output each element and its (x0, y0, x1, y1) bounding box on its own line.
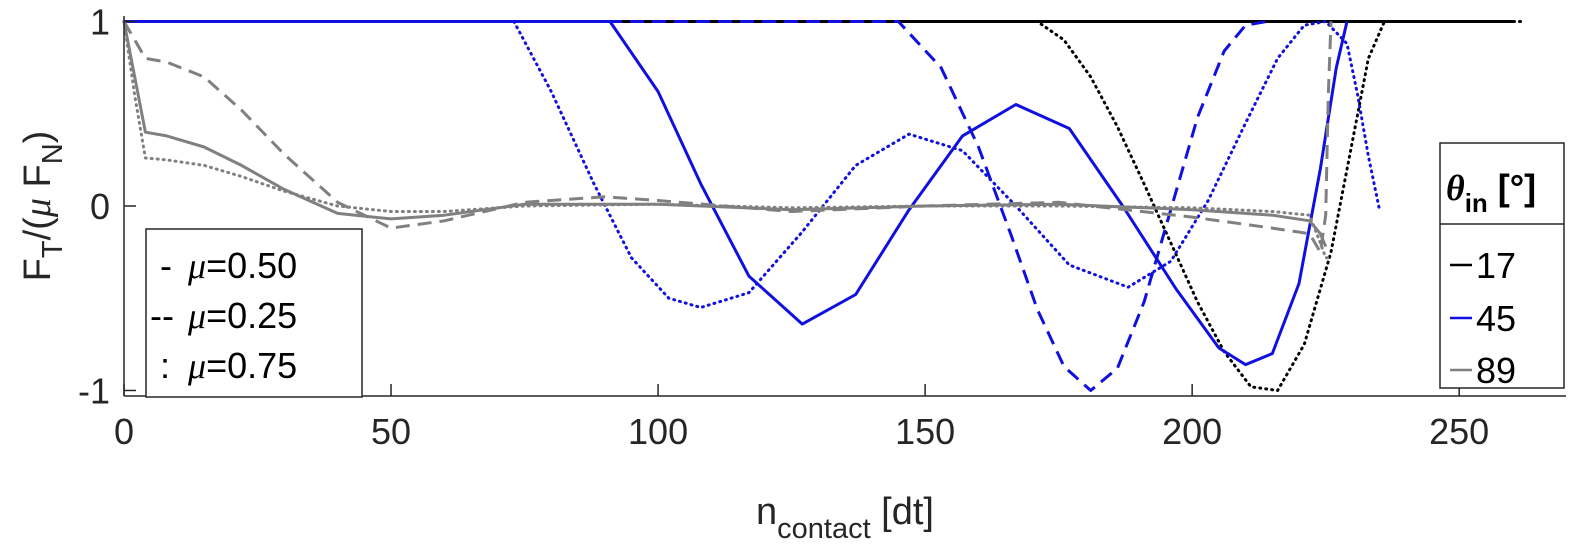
legend-mu: - μ=0.50 -- μ=0.25 : μ=0.75 (145, 228, 363, 398)
legend-mu-box (145, 228, 363, 398)
x-axis-label: ncontact [dt] (756, 491, 934, 545)
legend-mu-entry-3: : μ=0.75 (160, 345, 297, 386)
legend-theta: θin [°] 17 45 89 (1439, 142, 1565, 391)
y-tick-label: -1 (78, 370, 110, 411)
x-tick-label: 0 (114, 411, 134, 452)
y-tick-label: 0 (90, 186, 110, 227)
plot-area (124, 16, 1566, 396)
series-line-theta45-mu0.50 (124, 20, 1349, 367)
x-tick-label: 150 (895, 411, 955, 452)
series-line-theta89-mu0.50 (122, 21, 1328, 248)
series-layer (122, 20, 1525, 392)
series-line-theta45-mu0.25 (124, 20, 1268, 392)
legend-theta-title: θin [°] (1446, 167, 1536, 218)
y-axis-label: FT/(μ FN) (17, 131, 69, 282)
x-tick-label: 100 (628, 411, 688, 452)
tick-layer: 0 50 100 150 200 250-101 (78, 2, 1489, 452)
legend-mu-entry-2: -- μ=0.25 (150, 295, 297, 336)
series-line-theta89-mu0.25 (122, 20, 1333, 254)
y-tick-label: 1 (90, 2, 110, 43)
legend-theta-label-17: 17 (1476, 245, 1516, 286)
x-tick-label: 200 (1162, 411, 1222, 452)
legend-theta-label-89: 89 (1476, 350, 1516, 391)
x-tick-label: 50 (371, 411, 411, 452)
legend-mu-entry-1: - μ=0.50 (160, 245, 297, 286)
x-tick-label: 250 (1429, 411, 1489, 452)
legend-theta-label-45: 45 (1476, 298, 1516, 339)
series-line-theta89-mu0.75 (122, 20, 1333, 260)
